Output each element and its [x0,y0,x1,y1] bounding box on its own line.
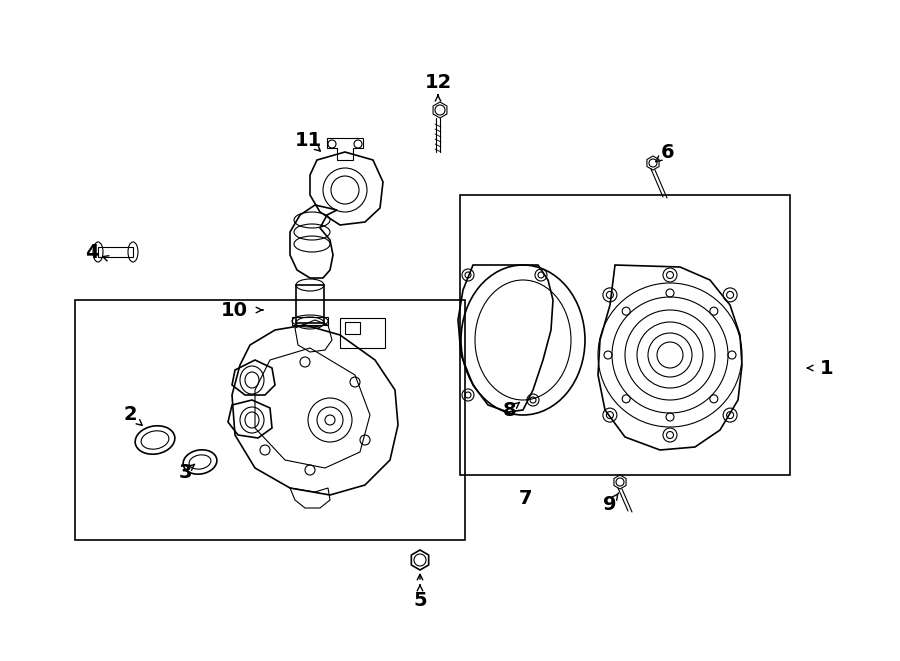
Text: 8: 8 [503,401,517,420]
Bar [340,318,385,348]
Text: 7: 7 [518,488,532,508]
Text: 10: 10 [221,301,248,319]
Text: 6: 6 [662,143,675,161]
Text: 11: 11 [294,130,321,149]
Bar [460,195,790,475]
Text: 5: 5 [413,590,427,609]
Bar [98,247,133,257]
Text: 1: 1 [820,358,833,377]
Bar [75,300,465,540]
Text: 9: 9 [603,496,616,514]
Bar [345,322,360,334]
Text: 2: 2 [123,405,137,424]
Bar [292,317,328,325]
Text: 12: 12 [425,73,452,93]
Bar [296,285,324,323]
Text: 4: 4 [86,243,99,262]
Text: 3: 3 [178,463,192,481]
